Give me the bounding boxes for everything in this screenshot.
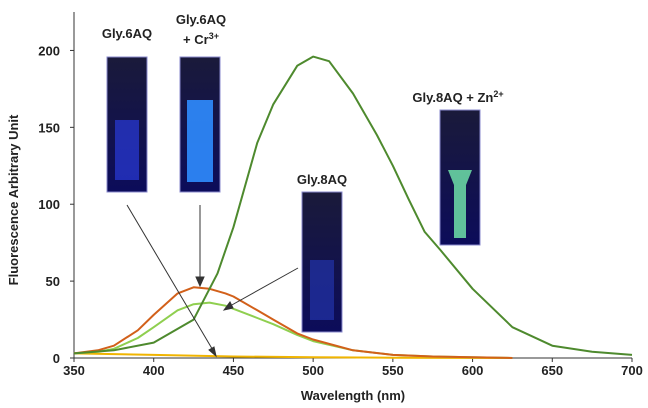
annotation: + Cr3+ <box>183 31 219 47</box>
cuvette-glow <box>115 120 139 180</box>
arrow <box>230 268 298 306</box>
x-tick-label: 700 <box>621 363 643 378</box>
annotation-sup: 3+ <box>209 31 219 41</box>
y-tick-label: 100 <box>38 197 60 212</box>
cuvette-glow <box>187 100 213 182</box>
y-tick-label: 150 <box>38 120 60 135</box>
x-tick-label: 500 <box>302 363 324 378</box>
x-tick-label: 600 <box>462 363 484 378</box>
annotation-line: + Cr <box>183 32 209 47</box>
x-axis-label: Wavelength (nm) <box>301 388 405 403</box>
arrow-head <box>196 277 204 286</box>
y-tick-label: 200 <box>38 43 60 58</box>
x-tick-label: 450 <box>223 363 245 378</box>
arrows <box>127 205 298 356</box>
y-tick-label: 0 <box>53 351 60 366</box>
y-axis-label: Fluorescence Arbitrary Unit <box>6 114 21 285</box>
annotation-sup: 2+ <box>493 89 503 99</box>
chart: 200150100500700650600550500450400350 Gly… <box>0 0 648 408</box>
x-tick-label: 400 <box>143 363 165 378</box>
annotation: Gly.6AQ <box>176 12 226 27</box>
annotation-text: Gly.8AQ + Zn <box>412 90 493 105</box>
arrow-head <box>209 347 216 356</box>
annotation: Gly.8AQ <box>297 172 347 187</box>
annotation: Gly.8AQ + Zn2+ <box>412 89 503 105</box>
annotation: Gly.6AQ <box>102 26 152 41</box>
x-tick-label: 550 <box>382 363 404 378</box>
series-line <box>74 287 512 358</box>
y-tick-label: 50 <box>46 274 60 289</box>
x-tick-label: 650 <box>541 363 563 378</box>
cuvette-glow <box>310 260 334 320</box>
x-tick-label: 350 <box>63 363 85 378</box>
